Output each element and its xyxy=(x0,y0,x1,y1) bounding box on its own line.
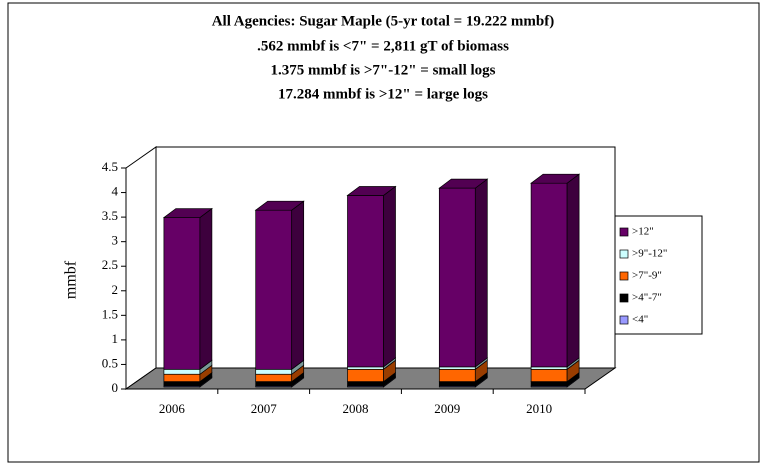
bar-segment xyxy=(438,368,476,382)
y-tick-label: 2 xyxy=(112,282,119,297)
legend-swatch xyxy=(619,293,629,303)
bar-segment xyxy=(530,182,568,368)
bar-top xyxy=(346,186,397,196)
chart-subtitle: 1.375 mmbf is >7"-12" = small logs xyxy=(271,62,496,78)
y-tick-label: 4 xyxy=(112,184,119,199)
bar-side xyxy=(291,200,305,371)
y-tick-label: 0.5 xyxy=(102,355,118,370)
bar-top xyxy=(530,173,581,184)
legend-swatch xyxy=(619,315,629,325)
bar-segment xyxy=(347,381,384,387)
bar-segment xyxy=(347,368,384,382)
bar-side xyxy=(383,185,396,368)
bar-top xyxy=(438,178,489,189)
chart-subtitle: .562 mmbf is <7" = 2,811 gT of biomass xyxy=(257,38,509,54)
y-tick-label: 0 xyxy=(112,380,119,395)
legend-label: >7"-9" xyxy=(632,270,662,282)
bar-segment xyxy=(347,366,384,370)
y-tick-label: 3 xyxy=(112,233,119,248)
y-tick-label: 1.5 xyxy=(102,306,118,321)
bar-side xyxy=(199,207,213,371)
x-tick-label: 2010 xyxy=(526,401,552,416)
bar-segment xyxy=(438,187,476,368)
bar-side xyxy=(566,173,580,368)
bar-segment xyxy=(438,381,476,387)
bar-segment xyxy=(255,373,293,382)
legend-label: >4"-7" xyxy=(632,292,662,304)
bar-segment xyxy=(438,366,476,370)
bar-segment xyxy=(255,209,293,370)
bar-segment xyxy=(163,381,201,387)
y-tick-label: 4.5 xyxy=(102,159,118,174)
chart-subtitle: 17.284 mmbf is >12" = large logs xyxy=(278,86,488,102)
legend-swatch xyxy=(619,227,629,237)
bar-segment xyxy=(163,217,201,370)
y-tick-label: 3.5 xyxy=(102,208,118,223)
bar-segment xyxy=(530,381,568,387)
legend-label: >12" xyxy=(632,226,654,238)
side-wall xyxy=(125,146,157,390)
y-axis-label: mmbf xyxy=(63,260,80,299)
bar-segment xyxy=(347,195,384,368)
legend-swatch xyxy=(619,271,629,281)
bar-segment xyxy=(163,368,201,375)
x-tick-label: 2006 xyxy=(159,401,186,416)
y-tick-label: 1 xyxy=(112,331,119,346)
bar-segment xyxy=(163,373,201,382)
x-tick-label: 2009 xyxy=(434,401,460,416)
x-tick-label: 2007 xyxy=(251,401,278,416)
bar-top xyxy=(162,208,213,218)
bar-side xyxy=(474,178,488,368)
x-tick-label: 2008 xyxy=(343,401,369,416)
bar-segment xyxy=(255,381,293,387)
bar-segment xyxy=(530,366,568,370)
bar-segment xyxy=(530,368,568,382)
legend-swatch xyxy=(619,249,629,259)
chart-title: All Agencies: Sugar Maple (5-yr total = … xyxy=(212,13,555,29)
legend-label: <4" xyxy=(632,314,648,326)
bar-top xyxy=(254,200,305,211)
legend-label: >9"-12" xyxy=(632,248,667,260)
bar-segment xyxy=(255,368,293,375)
y-tick-label: 2.5 xyxy=(102,257,118,272)
